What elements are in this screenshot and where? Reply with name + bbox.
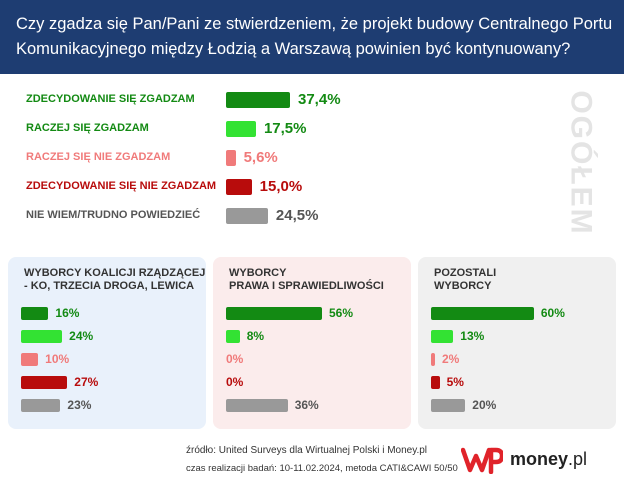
panel-pis-voters: WYBORCY PRAWA I SPRAWIEDLIWOŚCI 56% 8% 0% 0% 3… — [213, 257, 411, 429]
panel-coalition-bar-strongly-disagree — [21, 376, 68, 389]
panel-title-coalition: WYBORCY KOALICJI RZĄDZĄCEJ - KO, TRZECIA … — [24, 267, 205, 293]
overall-label-dont-know: NIE WIEM/TRUDNO POWIEDZIEĆ — [26, 209, 201, 221]
panel-pis-row-dont-know: 36% — [213, 397, 411, 413]
panel-other-row-rather-disagree: 2% — [418, 351, 616, 367]
panel-pis-bar-dont-know — [226, 399, 288, 412]
panel-other-row-dont-know: 20% — [418, 397, 616, 413]
panel-title-line-1: WYBORCY — [229, 267, 287, 279]
panel-coalition-row-rather-disagree: 10% — [8, 351, 206, 367]
panel-coalition-row-strongly-disagree: 27% — [8, 374, 206, 390]
panel-pis-row-strongly-disagree: 0% — [213, 374, 411, 390]
overall-label-rather-agree: RACZEJ SIĘ ZGADZAM — [26, 122, 149, 134]
panel-pis-value-rather-disagree: 0% — [226, 352, 244, 366]
panel-other-row-strongly-disagree: 5% — [418, 374, 616, 390]
money-logo-suffix: .pl — [568, 449, 588, 469]
overall-bar-dont-know — [226, 208, 268, 224]
panel-other-value-strongly-agree: 60% — [540, 306, 565, 320]
panel-pis-value-rather-agree: 8% — [246, 329, 265, 343]
panel-other-value-rather-disagree: 2% — [442, 352, 460, 366]
question-line-1: Czy zgadza się Pan/Pani ze stwierdzeniem… — [16, 15, 613, 33]
panel-coalition-bar-dont-know — [21, 399, 61, 412]
source-note: źródło: United Surveys dla Wirtualnej Po… — [186, 445, 428, 456]
overall-bar-strongly-agree — [226, 92, 290, 108]
panel-other-value-dont-know: 20% — [472, 398, 497, 412]
panel-title-line-2: PRAWA I SPRAWIEDLIWOŚCI — [229, 280, 384, 292]
panel-other-row-strongly-agree: 60% — [418, 305, 616, 321]
panel-other-value-rather-agree: 13% — [460, 329, 485, 343]
panel-pis-bar-rather-agree — [226, 330, 240, 343]
panel-coalition-row-dont-know: 23% — [8, 397, 206, 413]
panel-pis-value-strongly-disagree: 0% — [226, 375, 244, 389]
overall-side-label: OGÓŁEM — [553, 88, 609, 238]
overall-value-rather-disagree: 5,6% — [243, 149, 278, 166]
panel-title-line-2: WYBORCY — [434, 280, 492, 292]
panel-other-row-rather-agree: 13% — [418, 328, 616, 344]
survey-time-note: czas realizacji badań: 10-11.02.2024, me… — [186, 463, 458, 474]
panel-coalition-bar-rather-agree — [21, 330, 63, 343]
panel-other-value-strongly-disagree: 5% — [446, 375, 464, 389]
overall-row-strongly-agree: ZDECYDOWANIE SIĘ ZGADZAM 37,4% — [0, 90, 560, 110]
overall-value-strongly-agree: 37,4% — [298, 91, 341, 108]
ogolem-text: OGÓŁEM — [565, 90, 598, 236]
overall-label-rather-disagree: RACZEJ SIĘ NIE ZGADZAM — [26, 151, 171, 163]
overall-row-rather-agree: RACZEJ SIĘ ZGADZAM 17,5% — [0, 119, 560, 139]
panel-pis-value-strongly-agree: 56% — [329, 306, 354, 320]
overall-row-dont-know: NIE WIEM/TRUDNO POWIEDZIEĆ 24,5% — [0, 206, 560, 226]
panel-other-bar-rather-disagree — [431, 353, 435, 366]
overall-value-strongly-disagree: 15,0% — [259, 178, 303, 195]
overall-row-strongly-disagree: ZDECYDOWANIE SIĘ NIE ZGADZAM 15,0% — [0, 177, 560, 197]
money-logo-main: money — [510, 449, 569, 469]
panel-coalition-bar-strongly-agree — [21, 307, 49, 320]
overall-bar-rather-disagree — [226, 150, 236, 166]
panel-title-line-1: WYBORCY KOALICJI RZĄDZĄCEJ — [24, 267, 206, 279]
overall-value-rather-agree: 17,5% — [263, 120, 307, 137]
panel-coalition-value-rather-disagree: 10% — [45, 352, 70, 366]
panel-coalition-value-strongly-disagree: 27% — [74, 375, 99, 389]
wp-logo-mark — [461, 447, 492, 473]
panel-coalition-bar-rather-disagree — [21, 353, 39, 366]
panel-pis-row-rather-agree: 8% — [213, 328, 411, 344]
panel-other-bar-dont-know — [431, 399, 466, 412]
overall-bar-strongly-disagree — [226, 179, 252, 195]
panel-pis-value-dont-know: 36% — [294, 398, 319, 412]
overall-label-strongly-agree: ZDECYDOWANIE SIĘ ZGADZAM — [26, 93, 195, 105]
panel-title-line-2: - KO, TRZECIA DROGA, LEWICA — [24, 280, 195, 292]
panel-other-voters: POZOSTALI WYBORCY 60% 13% 2% 5% 20% — [418, 257, 616, 429]
panel-pis-row-rather-disagree: 0% — [213, 351, 411, 367]
panel-other-bar-strongly-disagree — [431, 376, 440, 389]
overall-label-strongly-disagree: ZDECYDOWANIE SIĘ NIE ZGADZAM — [26, 180, 217, 192]
wp-logo-icon — [461, 447, 503, 474]
panel-title-other: POZOSTALI WYBORCY — [434, 267, 496, 293]
overall-chart: ZDECYDOWANIE SIĘ ZGADZAM 37,4% RACZEJ SIĘ … — [0, 88, 560, 238]
panel-coalition-value-strongly-agree: 16% — [55, 306, 80, 320]
panel-coalition-row-rather-agree: 24% — [8, 328, 206, 344]
panel-other-bar-strongly-agree — [431, 307, 534, 320]
money-logo: money.pl — [510, 449, 587, 470]
panel-coalition-voters: WYBORCY KOALICJI RZĄDZĄCEJ - KO, TRZECIA … — [8, 257, 206, 429]
panel-title-pis: WYBORCY PRAWA I SPRAWIEDLIWOŚCI — [229, 267, 384, 293]
panel-pis-bar-strongly-agree — [226, 307, 322, 320]
panel-title-line-1: POZOSTALI — [434, 267, 497, 279]
overall-bar-rather-agree — [226, 121, 256, 137]
overall-value-dont-know: 24,5% — [275, 207, 319, 224]
header: Czy zgadza się Pan/Pani ze stwierdzeniem… — [0, 0, 624, 74]
overall-row-rather-disagree: RACZEJ SIĘ NIE ZGADZAM 5,6% — [0, 148, 560, 168]
question-line-2: Komunikacyjnego między Łodzią a Warszawą… — [16, 40, 571, 58]
panel-coalition-value-dont-know: 23% — [67, 398, 92, 412]
wp-logo-p — [488, 447, 503, 474]
panel-other-bar-rather-agree — [431, 330, 454, 343]
panel-coalition-row-strongly-agree: 16% — [8, 305, 206, 321]
panel-pis-row-strongly-agree: 56% — [213, 305, 411, 321]
panel-coalition-value-rather-agree: 24% — [69, 329, 94, 343]
